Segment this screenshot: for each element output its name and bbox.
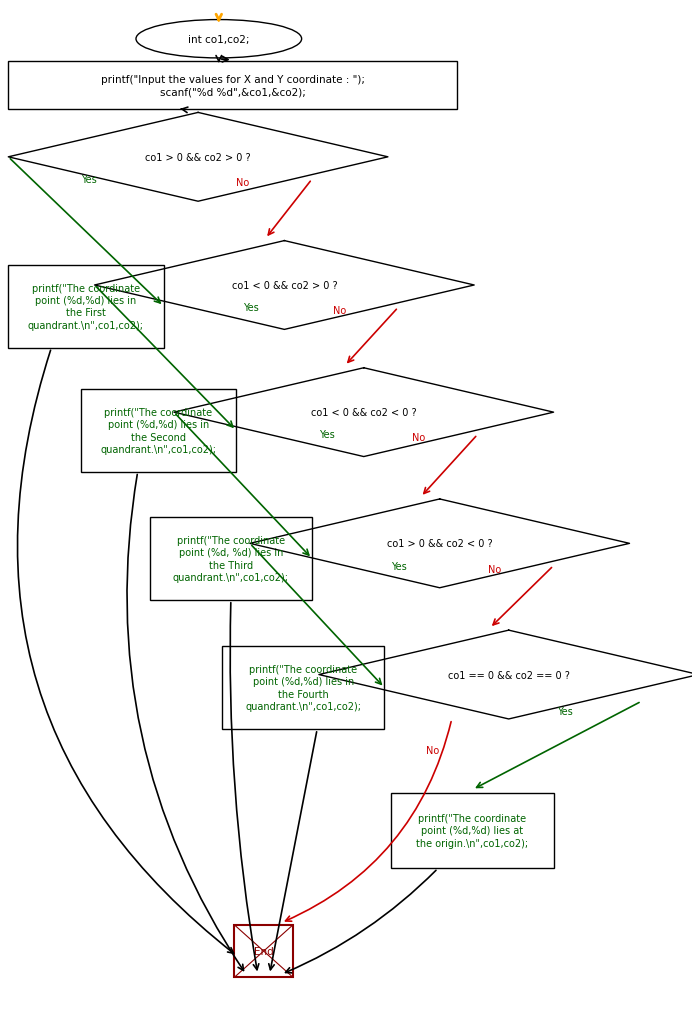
Text: printf("The coordinate
point (%d, %d) lies in
the Third
quandrant.\n",co1,co2);: printf("The coordinate point (%d, %d) li… bbox=[173, 536, 289, 582]
Text: Yes: Yes bbox=[557, 706, 573, 716]
Text: co1 < 0 && co2 < 0 ?: co1 < 0 && co2 < 0 ? bbox=[311, 407, 416, 418]
Bar bbox=[222, 647, 385, 729]
Text: No: No bbox=[412, 433, 426, 443]
Text: No: No bbox=[333, 306, 346, 315]
Text: End: End bbox=[254, 946, 274, 956]
Text: co1 == 0 && co2 == 0 ?: co1 == 0 && co2 == 0 ? bbox=[448, 670, 570, 679]
Text: co1 > 0 && co2 > 0 ?: co1 > 0 && co2 > 0 ? bbox=[146, 153, 251, 163]
Bar bbox=[392, 793, 554, 868]
Bar bbox=[234, 925, 293, 978]
Text: Yes: Yes bbox=[81, 175, 96, 185]
Text: No: No bbox=[488, 564, 501, 574]
Text: No: No bbox=[236, 178, 249, 188]
Bar bbox=[8, 62, 457, 110]
Text: Yes: Yes bbox=[392, 561, 407, 571]
Text: printf("The coordinate
point (%d,%d) lies in
the Second
quandrant.\n",co1,co2);: printf("The coordinate point (%d,%d) lie… bbox=[100, 407, 216, 455]
Text: co1 < 0 && co2 > 0 ?: co1 < 0 && co2 > 0 ? bbox=[231, 281, 337, 291]
Text: int co1,co2;: int co1,co2; bbox=[188, 34, 249, 44]
Text: No: No bbox=[426, 745, 439, 755]
Text: printf("The coordinate
point (%d,%d) lies at
the origin.\n",co1,co2);: printf("The coordinate point (%d,%d) lie… bbox=[416, 813, 529, 848]
Text: Yes: Yes bbox=[243, 303, 258, 312]
Bar bbox=[8, 266, 164, 348]
Text: printf("The coordinate
point (%d,%d) lies in
the Fourth
quandrant.\n",co1,co2);: printf("The coordinate point (%d,%d) lie… bbox=[245, 664, 361, 712]
Bar bbox=[150, 518, 312, 601]
Text: Yes: Yes bbox=[319, 430, 335, 440]
Text: co1 > 0 && co2 < 0 ?: co1 > 0 && co2 < 0 ? bbox=[387, 539, 493, 549]
Text: printf("The coordinate
point (%d,%d) lies in
the First
quandrant.\n",co1,co2);: printf("The coordinate point (%d,%d) lie… bbox=[28, 283, 144, 331]
Bar bbox=[81, 389, 236, 472]
Text: printf("Input the values for X and Y coordinate : ");
scanf("%d %d",&co1,&co2);: printf("Input the values for X and Y coo… bbox=[100, 75, 365, 97]
